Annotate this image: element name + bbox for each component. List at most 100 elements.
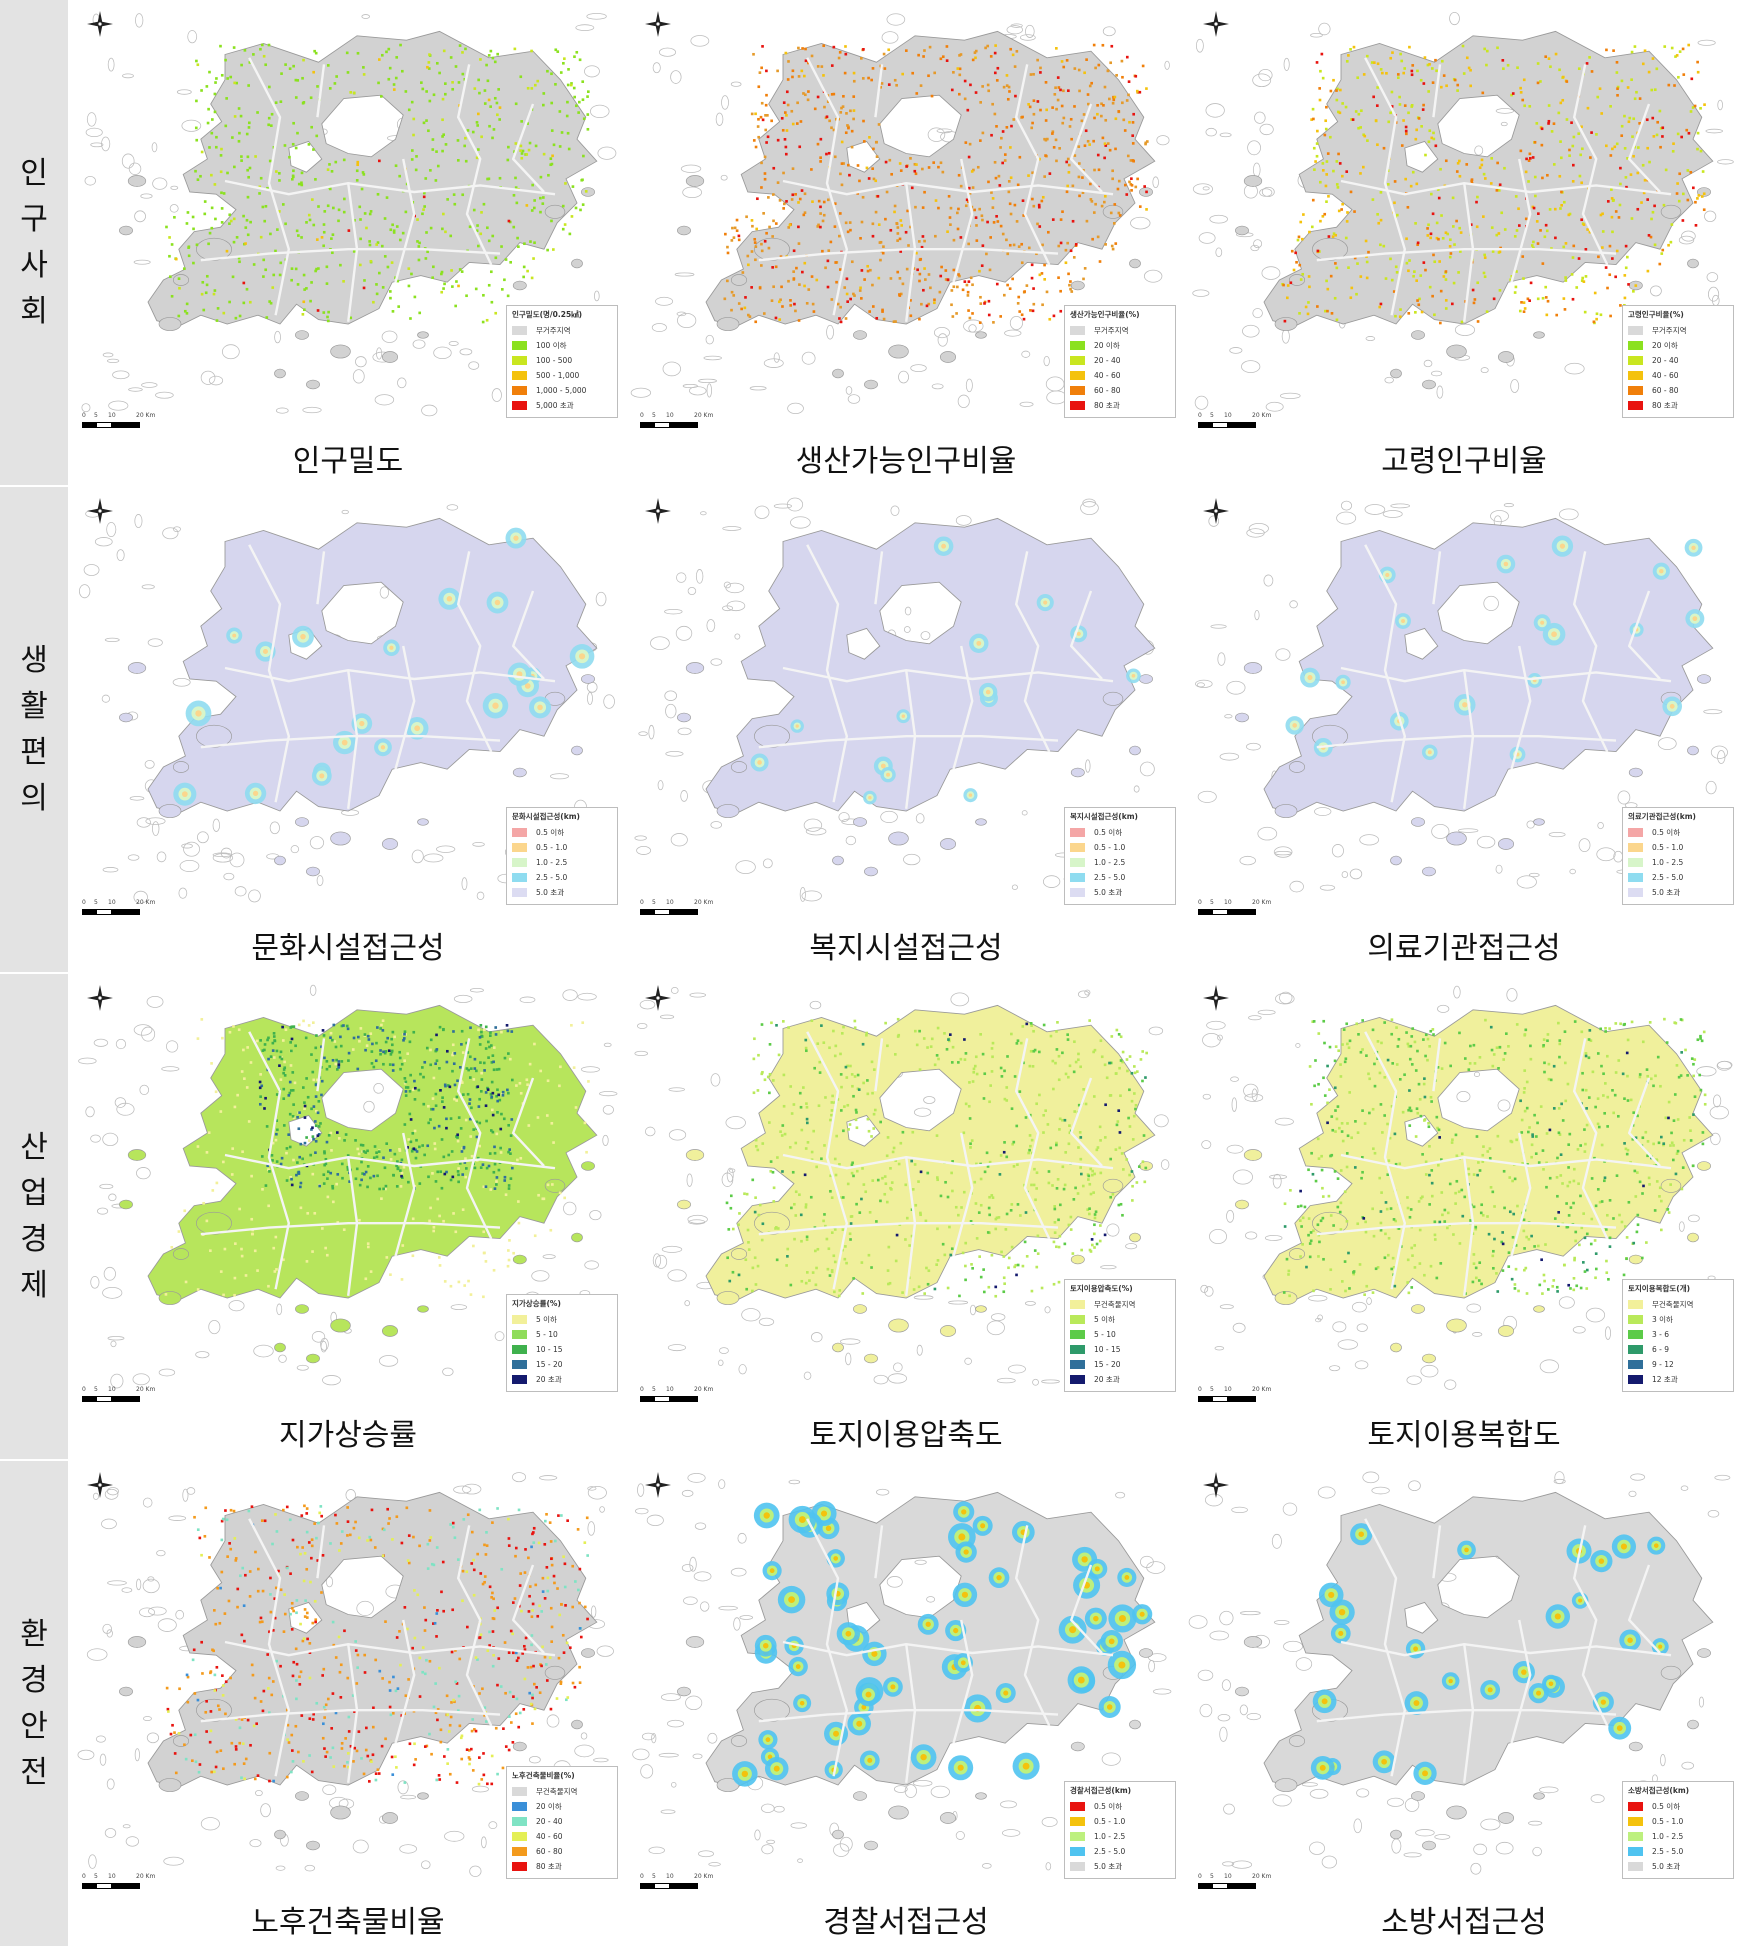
grid-cell (392, 1174, 395, 1177)
grid-cell (1471, 288, 1475, 292)
grid-cell (332, 206, 335, 210)
island (1687, 1232, 1699, 1243)
grid-cell (331, 1038, 334, 1042)
grid-cell (417, 1088, 421, 1092)
grid-cell (1332, 78, 1335, 82)
grid-cell (1612, 49, 1615, 52)
grid-cell (382, 1050, 385, 1054)
grid-cell (1005, 1212, 1009, 1216)
grid-cell (432, 93, 436, 97)
grid-cell (962, 1190, 966, 1194)
grid-cell (319, 1122, 322, 1125)
grid-cell (334, 1045, 338, 1049)
grid-cell (911, 1188, 915, 1191)
grid-cell (731, 226, 734, 230)
grid-cell (737, 1223, 740, 1227)
grid-cell (1565, 80, 1569, 83)
island (417, 1305, 429, 1313)
grid-cell (506, 158, 510, 162)
grid-cell (854, 1108, 858, 1112)
grid-cell (1316, 249, 1320, 253)
grid-cell (1506, 63, 1510, 67)
grid-cell (369, 259, 373, 263)
grid-cell (1523, 104, 1527, 108)
island-outline (1366, 1297, 1372, 1305)
island-outline (1152, 176, 1159, 188)
grid-cell (919, 1211, 922, 1215)
grid-cell (215, 1181, 219, 1185)
grid-cell (1088, 1019, 1091, 1022)
grid-cell (384, 1050, 388, 1053)
grid-cell (1514, 195, 1518, 198)
grid-cell (282, 1087, 286, 1091)
legend-item: 15 - 20 (512, 1357, 612, 1372)
grid-cell (1110, 1035, 1114, 1038)
map-group (78, 984, 618, 1389)
grid-cell (1103, 142, 1107, 146)
boundary-line (806, 544, 849, 803)
grid-cell (811, 1271, 815, 1274)
grid-cell (1009, 1209, 1013, 1212)
grid-cell (1362, 165, 1365, 169)
grid-cell (531, 183, 534, 187)
grid-cells (1281, 43, 1706, 325)
grid-cell (826, 285, 830, 289)
grid-cell (220, 221, 224, 224)
grid-cell (460, 1150, 464, 1153)
grid-cell (1414, 222, 1417, 225)
grid-cell (1111, 1192, 1115, 1196)
grid-cell (530, 276, 534, 280)
grid-cell (492, 1268, 496, 1272)
grid-cell (497, 1093, 500, 1097)
grid-cell (1620, 79, 1624, 83)
grid-cell (1528, 104, 1532, 108)
grid-cell (1339, 1169, 1343, 1172)
legend-title: 복지시설접근성(km) (1070, 812, 1138, 821)
map-svg (1192, 11, 1734, 412)
grid-cell (288, 1091, 292, 1095)
grid-cell (776, 1227, 780, 1230)
grid-cell (290, 1049, 293, 1053)
island-outline (729, 1168, 736, 1173)
grid-cell (995, 214, 998, 218)
island-outline (1497, 1099, 1511, 1112)
grid-cell (307, 213, 311, 217)
grid-cell (578, 58, 582, 62)
grid-cell (965, 283, 969, 287)
grid-cell (1528, 152, 1532, 156)
island-outline (296, 1364, 309, 1371)
grid-cell (845, 292, 849, 296)
grid-cell (964, 1241, 968, 1245)
grid-cell (1402, 71, 1406, 75)
grid-cell (1690, 77, 1694, 81)
grid-cell (819, 137, 823, 141)
grid-cell (1590, 70, 1594, 73)
grid-cell (1357, 126, 1360, 130)
grid-cell (264, 63, 268, 67)
grid-cell (456, 139, 460, 142)
grid-cell (1131, 121, 1135, 124)
legend-swatch (1070, 341, 1085, 350)
grid-cell (1108, 97, 1111, 101)
grid-cell (1503, 166, 1506, 170)
island-outline (274, 330, 281, 344)
boundary-line (248, 57, 291, 316)
scale-bar-graphic (640, 1396, 698, 1402)
grid-cell (1053, 93, 1057, 96)
grid-cell (879, 1120, 882, 1124)
grid-cell (985, 252, 988, 256)
grid-cell (407, 1180, 410, 1184)
grid-cell (443, 1280, 447, 1283)
grid-cell (1126, 1069, 1129, 1073)
grid-cell (1100, 114, 1103, 118)
island-outline (1226, 1144, 1244, 1154)
grid-cell (322, 223, 326, 226)
grid-cell (485, 318, 489, 322)
grid-cell (970, 1263, 973, 1266)
grid-cell (791, 193, 795, 197)
grid-cell (398, 1056, 402, 1060)
grid-cell (264, 204, 268, 208)
grid-cell (409, 1118, 413, 1121)
grid-cell (234, 316, 238, 320)
grid-cell (791, 75, 794, 79)
